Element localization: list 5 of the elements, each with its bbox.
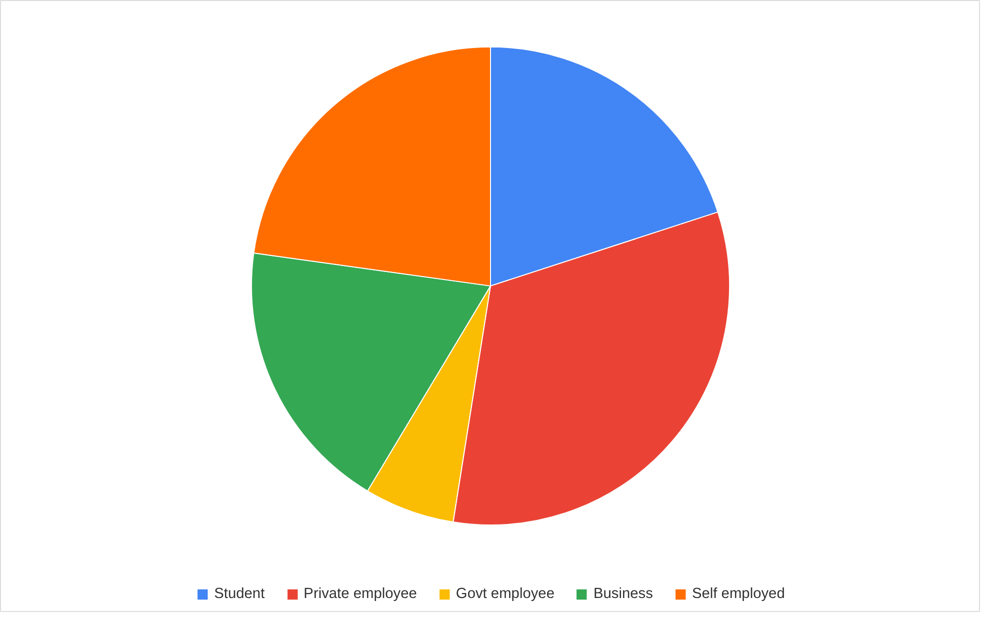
legend-label: Private employee [304,586,417,602]
legend-label: Self employed [692,586,785,602]
legend-label: Student [214,586,265,602]
legend-label: Business [593,586,653,602]
legend-label: Govt employee [456,586,554,602]
